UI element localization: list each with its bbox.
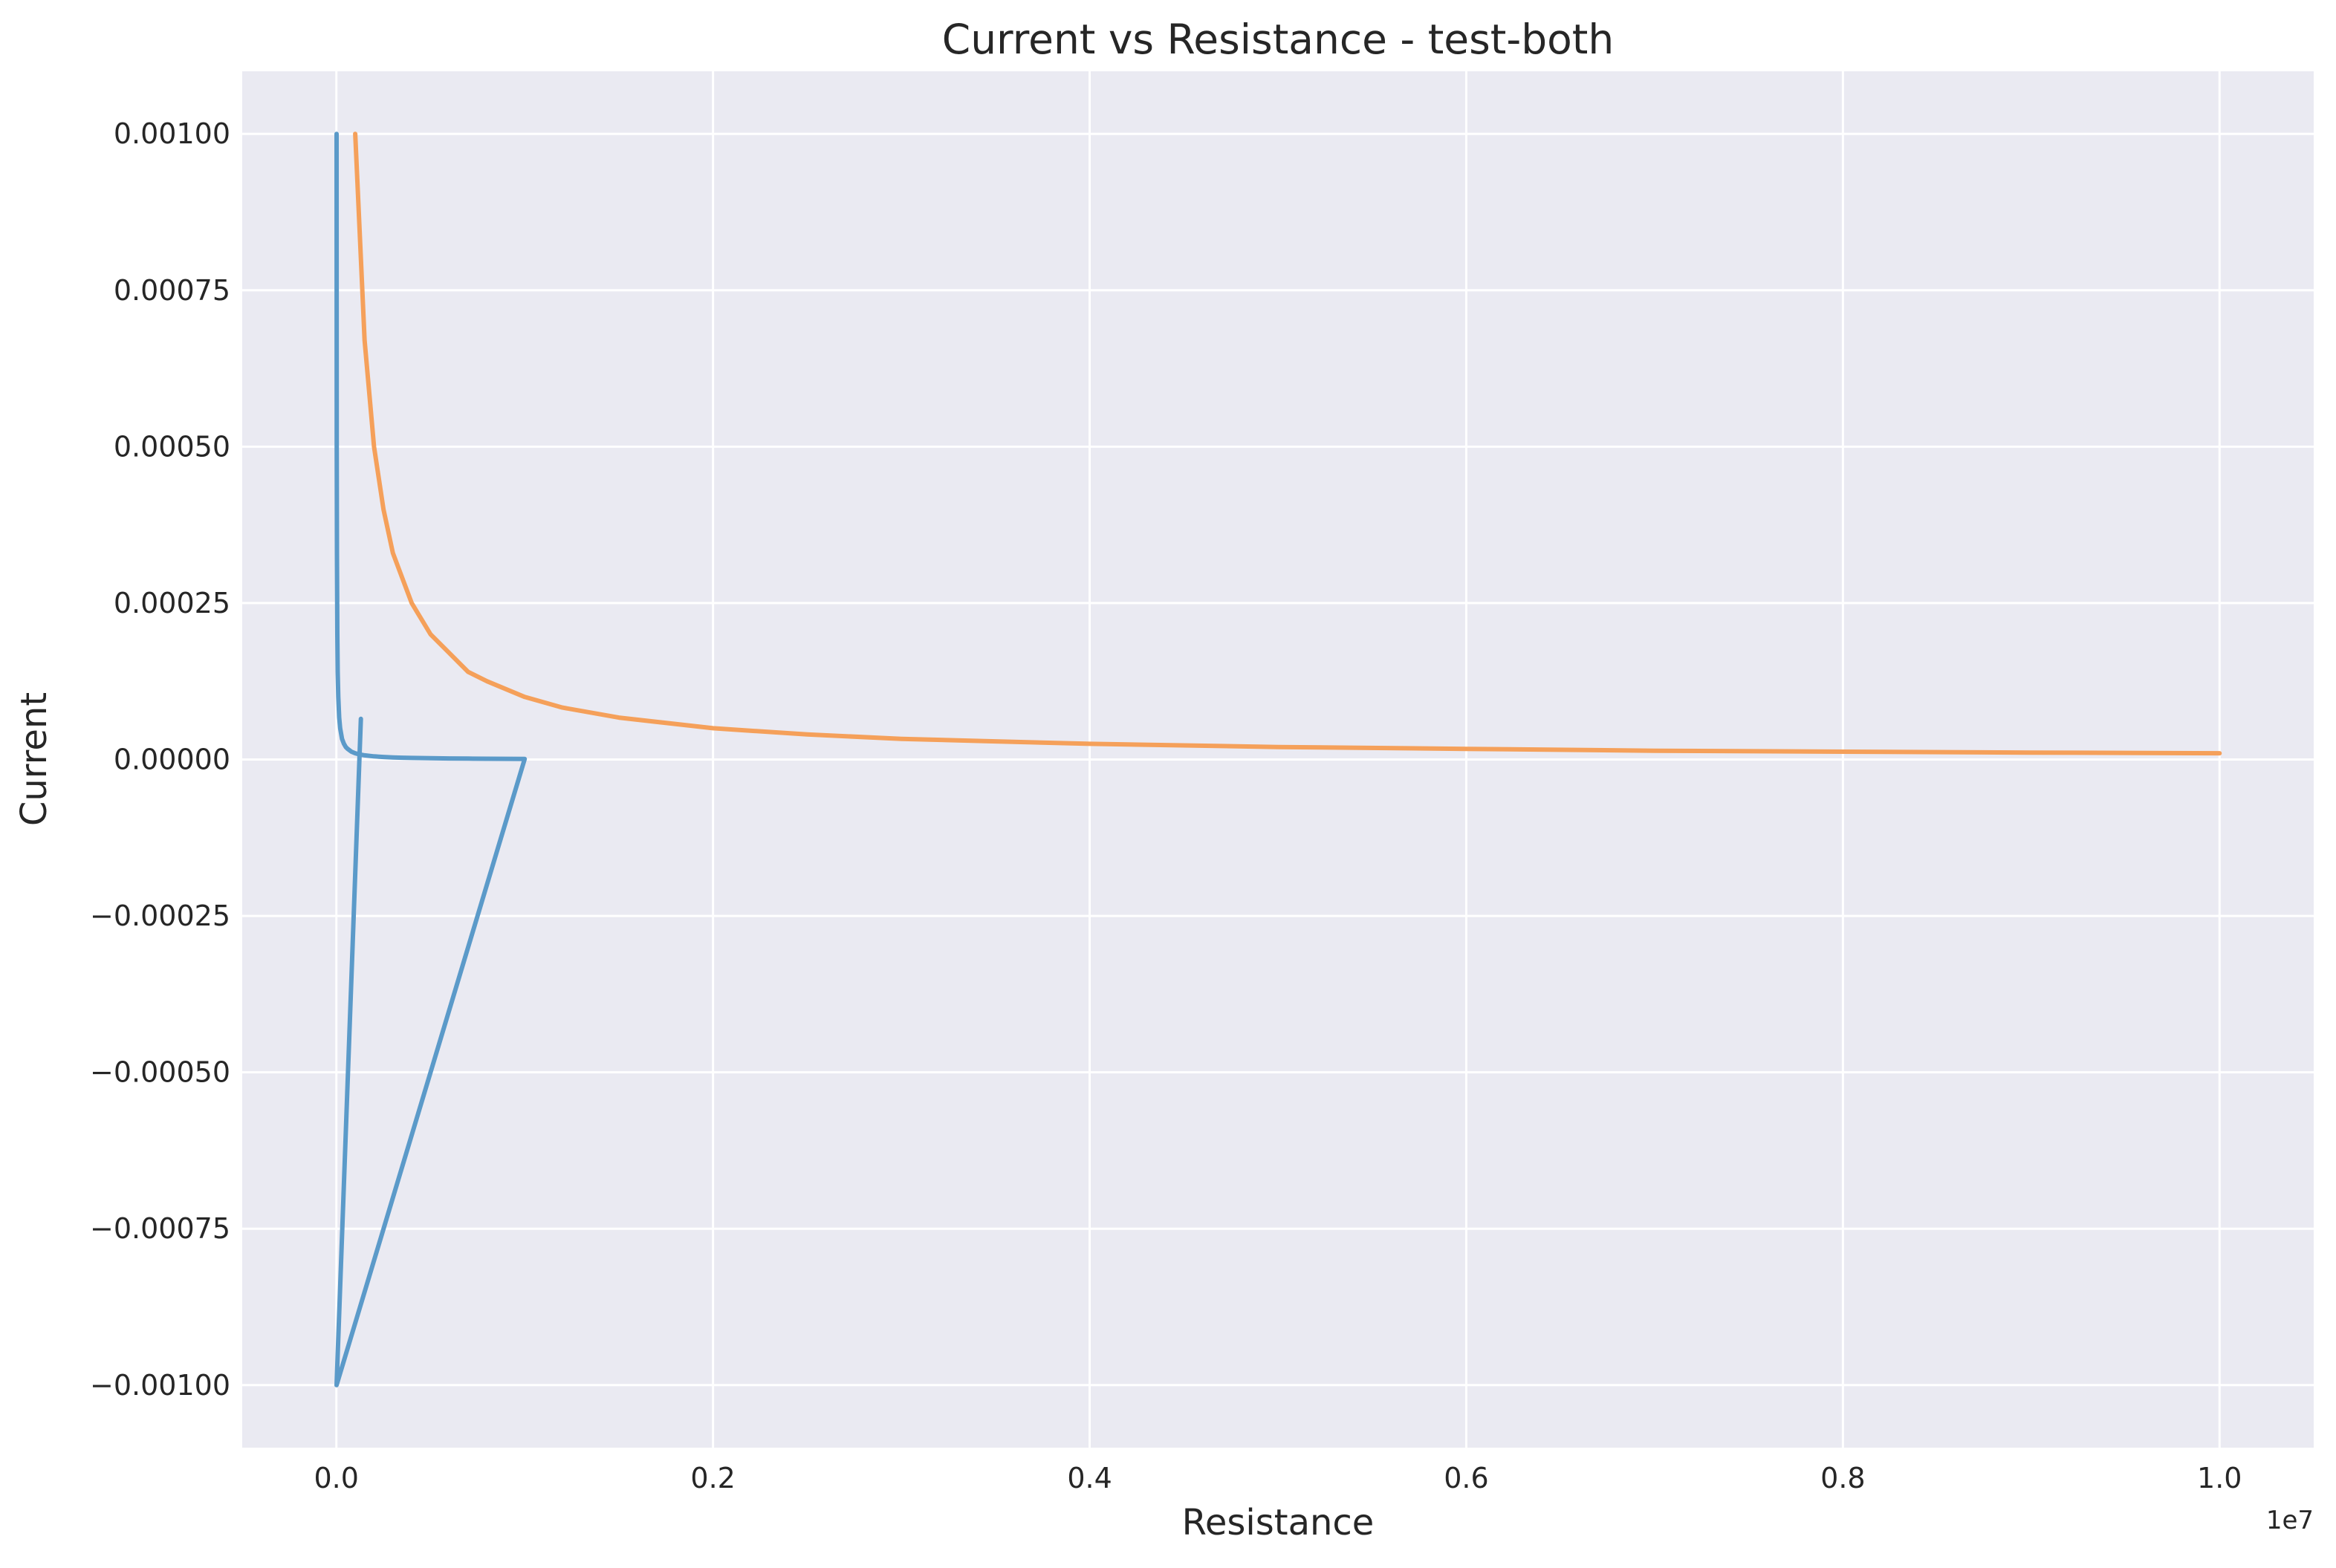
x-axis-label: Resistance <box>1182 1502 1375 1543</box>
y-tick-label: 0.00100 <box>114 117 230 150</box>
series-lines <box>334 131 2222 1388</box>
series-line-2 <box>353 131 2222 756</box>
y-tick-label: −0.00075 <box>90 1212 230 1245</box>
tick-labels: 0.0 0.2 0.4 0.6 0.8 1.0 0.00100 0.00075 0.00050 0… <box>90 117 2242 1494</box>
x-tick-label: 0.2 <box>690 1462 735 1494</box>
y-tick-label: 0.00050 <box>114 430 230 463</box>
grid-lines <box>242 71 2314 1448</box>
y-tick-label: −0.00050 <box>90 1056 230 1089</box>
y-tick-label: 0.00000 <box>114 744 230 776</box>
x-tick-label: 0.4 <box>1067 1462 1112 1494</box>
y-tick-label: −0.00100 <box>90 1369 230 1402</box>
series-line-1 <box>334 131 528 1388</box>
x-axis-offset-label: 1e7 <box>2266 1506 2314 1535</box>
x-tick-label: 0.8 <box>1820 1462 1865 1494</box>
y-tick-label: 0.00025 <box>114 587 230 619</box>
x-tick-label: 1.0 <box>2197 1462 2242 1494</box>
chart-title: Current vs Resistance - test-both <box>942 16 1614 63</box>
y-tick-label: 0.00075 <box>114 274 230 307</box>
x-tick-label: 0.6 <box>1444 1462 1488 1494</box>
x-tick-label: 0.0 <box>314 1462 359 1494</box>
y-axis-label: Current <box>13 692 55 826</box>
y-tick-label: −0.00025 <box>90 900 230 932</box>
